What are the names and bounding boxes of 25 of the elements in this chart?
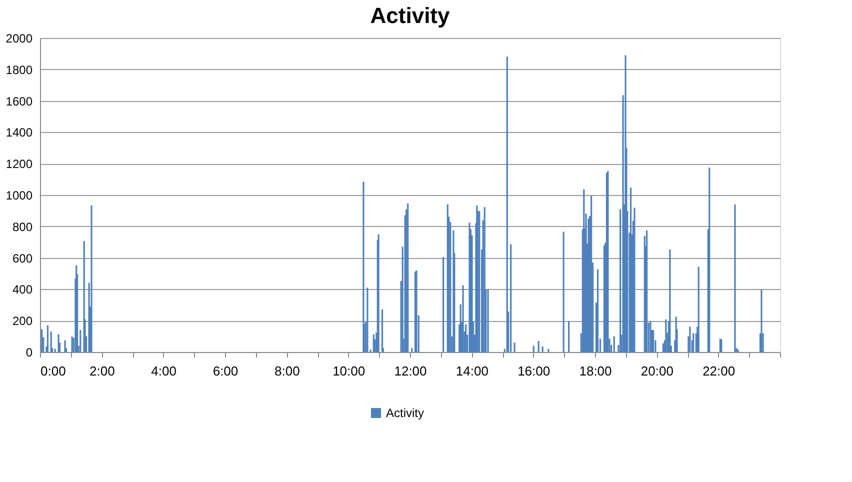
y-tick-label: 200 [12, 314, 33, 328]
y-tick-label: 1600 [6, 94, 33, 108]
x-tick-label: 4:00 [151, 364, 176, 378]
x-tick-label: 18:00 [579, 364, 612, 378]
y-tick-label: 1800 [6, 62, 33, 77]
x-tick-label: 20:00 [640, 364, 674, 378]
chart-title: Activity [370, 3, 450, 28]
y-tick-label: 1200 [6, 157, 33, 172]
y-tick-label: 1000 [6, 188, 33, 202]
x-tick-label: 12:00 [394, 364, 427, 378]
y-tick-label: 2000 [6, 32, 33, 46]
x-tick-label: 16:00 [518, 364, 550, 378]
x-tick-label: 14:00 [456, 364, 488, 378]
x-tick-label: 8:00 [274, 364, 300, 378]
y-tick-label: 1400 [6, 126, 33, 140]
x-tick-label: 10:00 [332, 364, 366, 378]
x-tick-label: 2:00 [90, 364, 115, 378]
y-tick-label: 400 [12, 282, 33, 297]
y-tick-label: 600 [12, 251, 33, 266]
x-tick-label: 22:00 [702, 364, 736, 378]
y-tick-label: 0 [26, 346, 33, 360]
x-tick-label: 6:00 [212, 364, 238, 378]
x-tick-label: 0:00 [40, 364, 66, 378]
legend-label: Activity [386, 406, 424, 420]
y-tick-label: 800 [12, 220, 33, 234]
